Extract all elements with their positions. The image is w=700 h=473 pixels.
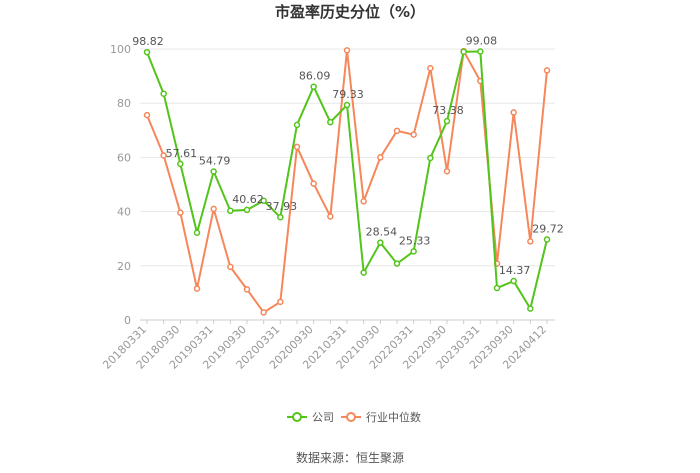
company-point [527, 305, 534, 312]
legend: 公司 行业中位数 [287, 410, 421, 424]
industry-median-point [427, 64, 434, 72]
legend-industry-marker-icon [346, 412, 356, 422]
company-point [277, 213, 284, 221]
industry-median-point [260, 309, 267, 316]
company-point [460, 48, 467, 55]
series-layer [143, 47, 551, 316]
industry-median-point [210, 205, 217, 213]
company-point [243, 206, 251, 214]
company-data-label: 86.09 [299, 70, 331, 83]
company-data-label: 25.33 [399, 234, 431, 247]
company-point [143, 48, 151, 56]
industry-median-point [527, 238, 534, 245]
industry-median-point [327, 213, 334, 220]
company-point [327, 118, 334, 126]
industry-median-point [310, 180, 317, 187]
industry-median-point [227, 263, 234, 271]
company-point [227, 207, 234, 215]
company-data-label: 29.72 [532, 222, 564, 235]
industry-median-point [393, 127, 401, 135]
company-point [543, 236, 551, 243]
industry-median-point [277, 298, 284, 306]
company-data-label: 14.37 [499, 264, 531, 277]
legend-item-company[interactable]: 公司 [287, 411, 334, 424]
company-data-label: 37.93 [266, 200, 298, 213]
company-point [260, 197, 267, 205]
legend-company-label: 公司 [312, 411, 334, 424]
industry-median-point [343, 47, 351, 54]
legend-company-marker-icon [292, 412, 302, 422]
company-point [493, 284, 501, 292]
company-point [377, 239, 384, 246]
industry-median-point [177, 209, 184, 216]
industry-median-point [443, 167, 451, 175]
y-tick-label-80: 80 [117, 97, 131, 110]
y-tick-label-60: 60 [117, 151, 131, 164]
company-point [410, 248, 417, 255]
company-point [193, 229, 201, 236]
company-data-label: 73.38 [432, 104, 464, 117]
industry-median-point [293, 143, 301, 151]
industry-median-point [243, 286, 251, 293]
industry-median-point [543, 67, 551, 74]
company-data-label: 28.54 [366, 226, 398, 239]
legend-industry-label: 行业中位数 [366, 410, 421, 424]
industry-median-point [193, 285, 201, 292]
company-point [443, 117, 451, 125]
company-data-label: 57.61 [166, 147, 198, 160]
company-point [293, 121, 301, 129]
company-point [343, 101, 351, 109]
company-point [510, 277, 517, 285]
company-point [177, 160, 184, 168]
company-point [393, 260, 401, 267]
legend-item-industry[interactable]: 行业中位数 [341, 410, 421, 424]
y-tick-label-0: 0 [124, 314, 131, 327]
industry-median-point [510, 109, 517, 116]
company-point [427, 154, 434, 162]
axis-layer: 0204060801002018033120180930201903312019… [100, 43, 555, 372]
industry-median-point [160, 152, 167, 159]
industry-median-point [360, 198, 367, 205]
company-point [210, 168, 217, 175]
chart-title: 市盈率历史分位（%） [275, 3, 425, 21]
y-tick-label-100: 100 [110, 43, 131, 56]
company-data-label: 98.82 [132, 35, 164, 48]
industry-median-point [143, 111, 151, 119]
company-data-label: 99.08 [466, 34, 498, 47]
company-data-label: 54.79 [199, 155, 231, 168]
company-data-label: 79.33 [332, 88, 364, 101]
company-point [310, 83, 317, 90]
company-data-label: 40.62 [232, 193, 264, 206]
data-source-text: 数据来源：恒生聚源 [296, 450, 404, 465]
company-point [477, 48, 484, 55]
y-tick-label-40: 40 [117, 206, 131, 219]
industry-median-point [410, 131, 417, 138]
company-point [160, 90, 167, 97]
company-point [360, 269, 367, 276]
industry-median-point [377, 154, 384, 161]
y-tick-label-20: 20 [117, 260, 131, 273]
